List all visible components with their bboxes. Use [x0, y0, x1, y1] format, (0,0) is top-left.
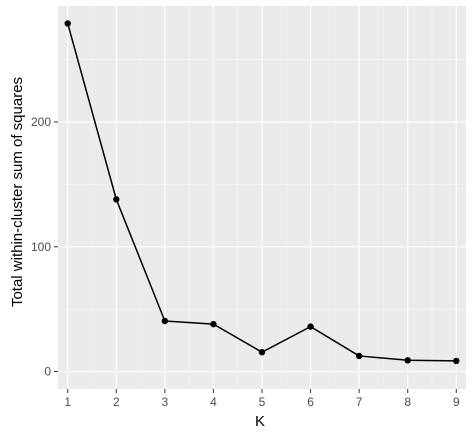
x-tick-label: 5 [259, 395, 266, 409]
x-tick-label: 1 [64, 395, 71, 409]
y-axis: 0 100 200 [31, 115, 58, 379]
major-gridlines [58, 6, 466, 389]
data-series [64, 20, 460, 365]
x-axis-title: K [255, 413, 265, 430]
data-point [453, 357, 460, 365]
y-tick-label: 100 [31, 240, 51, 254]
x-tick-label: 7 [356, 395, 363, 409]
data-point [210, 320, 217, 328]
data-point [355, 352, 363, 360]
x-tick-label: 3 [162, 395, 169, 409]
data-point [404, 357, 411, 364]
data-point [307, 323, 314, 330]
y-tick-label: 0 [44, 365, 51, 379]
x-axis: 1 2 3 4 5 6 7 8 9 [64, 389, 460, 409]
data-point [113, 196, 120, 203]
data-point [161, 317, 169, 325]
x-tick-label: 9 [453, 395, 460, 409]
y-tick-label: 200 [31, 115, 51, 129]
x-tick-label: 4 [210, 395, 217, 409]
x-tick-label: 6 [307, 395, 314, 409]
data-point [64, 20, 71, 27]
y-axis-title: Total within-cluster sum of squares [9, 77, 26, 307]
x-tick-label: 8 [404, 395, 411, 409]
x-tick-label: 2 [113, 395, 120, 409]
data-point [258, 348, 266, 356]
